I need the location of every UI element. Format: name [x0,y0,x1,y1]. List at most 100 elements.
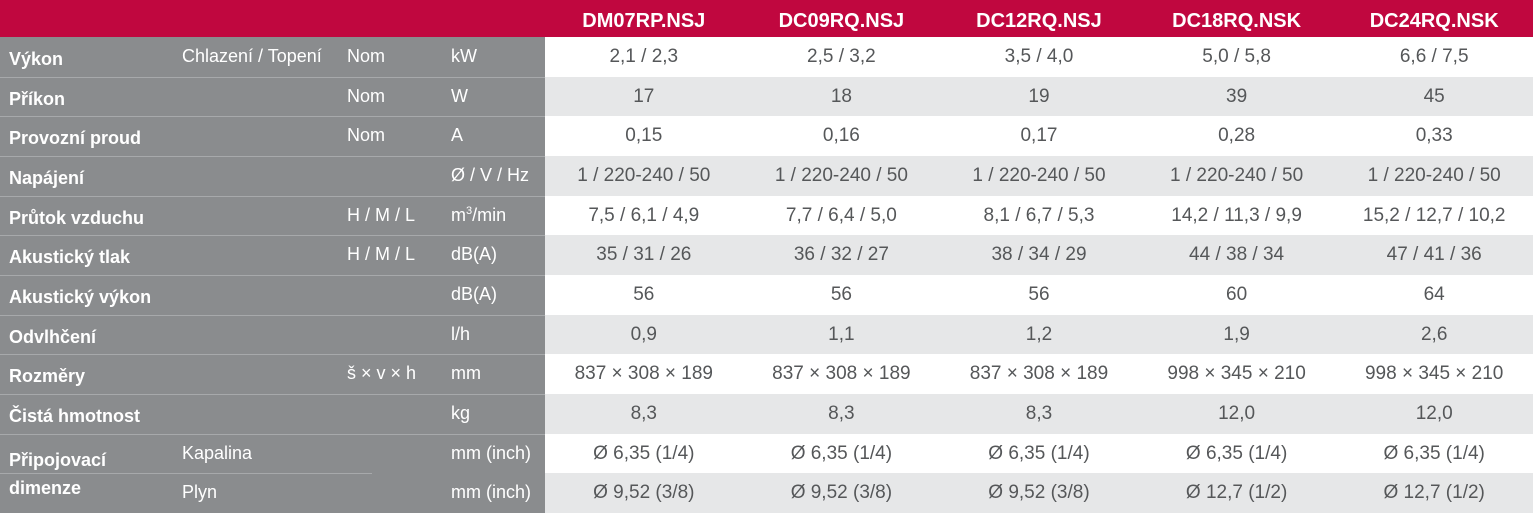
table-cell: 0,16 [822,125,860,147]
row-mode: Nom [347,85,386,106]
table-cell: Ø 6,35 (1/4) [988,442,1090,464]
table-cell: 38 / 34 / 29 [991,244,1087,266]
model-header: DC24RQ.NSK [1369,10,1499,32]
row-divider [0,116,545,117]
row-divider [0,156,545,157]
table-cell: 39 [1226,85,1248,107]
table-cell: Ø 12,7 (1/2) [1383,482,1485,504]
row-mode: Nom [347,46,386,66]
table-cell: 17 [633,85,655,107]
table-cell: Ø 9,52 (3/8) [593,482,695,504]
row-label: Průtok vzduchu [9,207,145,228]
table-cell: Ø 6,35 (1/4) [593,442,695,464]
row-label: Rozměry [9,366,86,387]
table-cell: 15,2 / 12,7 / 10,2 [1362,204,1506,226]
connection-sublabel: Kapalina [182,442,253,463]
table-cell: Ø 6,35 (1/4) [1383,442,1485,464]
table-cell: 8,3 [828,403,855,425]
table-header [0,0,1533,37]
table-cell: 0,33 [1415,125,1453,147]
model-header: DC18RQ.NSK [1172,10,1302,32]
row-divider [0,235,545,236]
unit-superscript: 3 [466,204,473,217]
table-cell: 8,3 [630,403,657,425]
row-stripe [545,235,1533,275]
table-cell: 56 [830,284,852,306]
connection-label-line2: dimenze [9,477,82,498]
table-cell: 998 × 345 × 210 [1364,363,1504,385]
row-unit: m3/min [451,205,506,226]
row-stripe [545,473,1533,513]
table-cell: 14,2 / 11,3 / 9,9 [1171,204,1302,226]
table-cell: 1 / 220-240 / 50 [1367,165,1501,186]
row-stripe [545,314,1533,355]
table-cell: 60 [1226,284,1248,306]
row-unit: dB(A) [451,284,498,305]
row-unit: Ø / V / Hz [451,165,530,185]
unit-suffix: /min [472,204,507,225]
row-divider [0,315,545,316]
table-cell: 2,5 / 3,2 [807,46,876,67]
row-label: Příkon [9,88,66,109]
row-label: Odvlhčení [9,326,97,347]
row-stripe [545,156,1533,196]
unit-base: m [451,204,466,225]
table-cell: 2,1 / 2,3 [609,46,679,67]
row-unit: dB(A) [451,244,498,265]
connection-unit: mm (inch) [451,442,531,463]
table-cell: 0,9 [630,323,657,345]
row-unit: W [451,85,468,106]
table-cell: Ø 12,7 (1/2) [1185,482,1288,504]
row-divider [0,196,545,197]
row-label: Akustický výkon [9,287,152,308]
table-cell: 45 [1423,85,1445,107]
row-divider [0,434,545,435]
table-cell: 0,17 [1020,125,1058,147]
table-cell: 7,7 / 6,4 / 5,0 [785,204,897,226]
table-cell: 0,28 [1218,125,1256,147]
row-unit: kW [451,46,477,66]
row-mode: š × v × h [347,363,417,384]
row-label: Čistá hmotnost [9,406,141,427]
table-cell: Ø 9,52 (3/8) [988,482,1090,504]
table-cell: 56 [633,284,655,306]
table-cell: 19 [1028,85,1050,107]
table-cell: 44 / 38 / 34 [1189,244,1285,266]
model-header: DC09RQ.NSJ [778,10,905,32]
row-mode: H / M / L [347,204,416,225]
table-cell: 12,0 [1218,403,1256,425]
table-cell: 1,1 [828,323,855,345]
row-unit: l/h [451,323,471,344]
table-cell: 35 / 31 / 26 [596,244,692,266]
table-cell: 6,6 / 7,5 [1399,46,1469,67]
row-unit: A [451,125,464,146]
table-cell: 0,15 [625,125,663,147]
connection-sublabel: Plyn [182,482,218,503]
model-header: DM07RP.NSJ [582,10,706,32]
table-cell: 1,9 [1223,323,1250,345]
row-label: Napájení [9,168,85,188]
table-cell: 56 [1028,284,1050,306]
table-cell: Ø 6,35 (1/4) [790,442,893,464]
table-cell: 5,0 / 5,8 [1202,46,1271,67]
table-cell: Ø 6,35 (1/4) [1185,442,1288,464]
row-sublabel: Chlazení / Topení [182,46,322,66]
table-cell: 1 / 220-240 / 50 [1170,165,1304,186]
table-cell: 8,1 / 6,7 / 5,3 [983,204,1095,226]
table-cell: 7,5 / 6,1 / 4,9 [588,204,700,226]
row-divider [0,77,545,78]
table-cell: 8,3 [1025,403,1053,425]
table-cell: 1 / 220-240 / 50 [774,165,908,186]
table-cell: 64 [1423,284,1445,306]
row-unit: mm [451,363,481,384]
row-stripe [545,394,1533,434]
row-divider [0,354,545,355]
row-divider [0,394,545,395]
table-cell: 36 / 32 / 27 [793,244,889,266]
table-cell: 18 [830,85,852,107]
table-cell: 47 / 41 / 36 [1386,244,1482,266]
row-label: Provozní proud [9,128,141,149]
row-mode: H / M / L [347,244,416,265]
row-label: Akustický tlak [9,247,131,268]
